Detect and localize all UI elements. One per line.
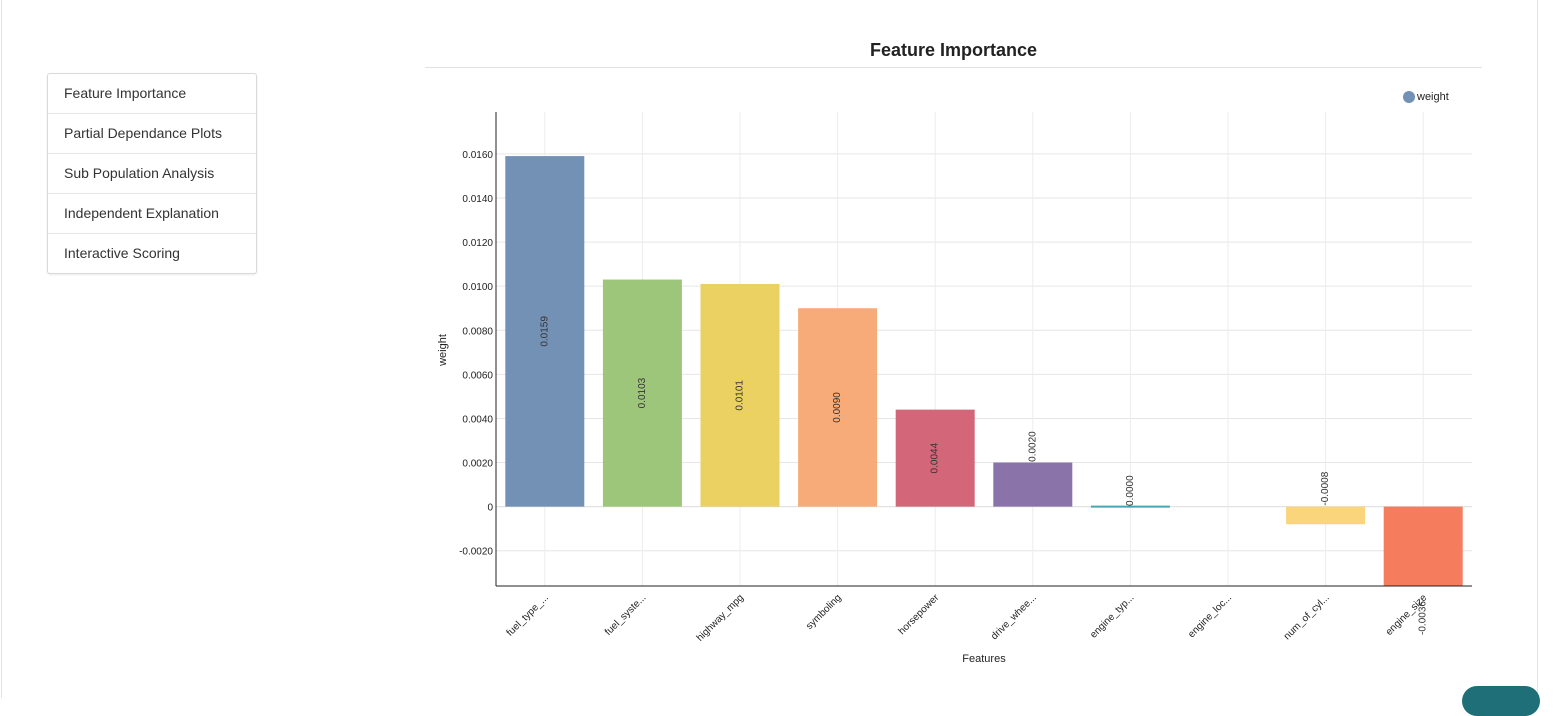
bar-value-label: -0.0008 bbox=[1320, 471, 1331, 505]
bar-symboling bbox=[798, 308, 878, 507]
bar-fuel_syste... bbox=[602, 279, 682, 507]
bar-value-label: 0.0101 bbox=[735, 380, 746, 411]
x-tick-label: highway_mpg bbox=[695, 592, 746, 643]
y-tick-label: 0.0120 bbox=[462, 238, 493, 249]
bar-fuel_type_... bbox=[505, 156, 585, 507]
nav-item-feature-importance[interactable]: Feature Importance bbox=[48, 74, 256, 114]
x-tick-label: fuel_syste... bbox=[603, 592, 649, 638]
y-tick-label: -0.0020 bbox=[459, 547, 493, 558]
sidebar-nav: Feature Importance Partial Dependance Pl… bbox=[47, 73, 257, 274]
x-tick-label: drive_whee... bbox=[989, 592, 1039, 642]
y-tick-label: 0.0100 bbox=[462, 282, 493, 293]
y-tick-label: 0.0020 bbox=[462, 459, 493, 470]
y-tick-label: 0.0160 bbox=[462, 150, 493, 161]
y-tick-label: 0.0080 bbox=[462, 326, 493, 337]
x-tick-label: engine_typ... bbox=[1088, 592, 1136, 640]
legend-swatch bbox=[1403, 91, 1415, 103]
bar-drive_whee... bbox=[993, 462, 1073, 507]
nav-item-sub-population-analysis[interactable]: Sub Population Analysis bbox=[48, 154, 256, 194]
bar-value-label: 0.0090 bbox=[832, 392, 843, 423]
y-tick-label: 0 bbox=[487, 503, 493, 514]
chart-title: Feature Importance bbox=[869, 40, 1038, 60]
bar-value-label: 0.0159 bbox=[539, 316, 550, 347]
y-tick-label: 0.0040 bbox=[462, 414, 493, 425]
legend-label: weight bbox=[1416, 91, 1449, 103]
y-tick-label: 0.0060 bbox=[462, 370, 493, 381]
bar-value-label: -0.0036 bbox=[1418, 601, 1429, 635]
nav-item-partial-dependance-plots[interactable]: Partial Dependance Plots bbox=[48, 114, 256, 154]
feature-importance-chart: -0.0020 0 0.0020 0.0040 0.0060 0.0080 0.0100 0.… bbox=[437, 91, 1472, 665]
bar-value-label: 0.0103 bbox=[637, 377, 648, 408]
y-tick-label: 0.0140 bbox=[462, 194, 493, 205]
x-tick-label: fuel_type_... bbox=[505, 592, 551, 638]
x-tick-label: num_of_cyl... bbox=[1282, 592, 1332, 642]
nav-item-interactive-scoring[interactable]: Interactive Scoring bbox=[64, 245, 180, 261]
bar-engine_typ... bbox=[1090, 505, 1170, 508]
bar-value-label: 0.0044 bbox=[930, 442, 941, 473]
help-button[interactable] bbox=[1462, 686, 1540, 716]
x-tick-label: engine_loc... bbox=[1186, 592, 1234, 640]
bar-highway_mpg bbox=[700, 283, 780, 507]
bar-value-label: 0.0020 bbox=[1027, 431, 1038, 462]
title-divider bbox=[425, 67, 1482, 68]
bar-horsepower bbox=[895, 409, 975, 507]
bar-value-label: 0.0000 bbox=[1125, 475, 1136, 506]
nav-item-independent-explanation[interactable]: Independent Explanation bbox=[48, 194, 256, 234]
y-axis-title: weight bbox=[437, 334, 449, 367]
page-border-right bbox=[1537, 0, 1538, 698]
x-tick-label: horsepower bbox=[897, 592, 942, 637]
x-tick-label: symboling bbox=[804, 592, 844, 632]
page-border-left bbox=[1, 0, 2, 698]
x-axis-title: Features bbox=[962, 653, 1006, 665]
bar-num_of_cyl... bbox=[1286, 506, 1366, 525]
bar-engine_size bbox=[1383, 506, 1463, 586]
